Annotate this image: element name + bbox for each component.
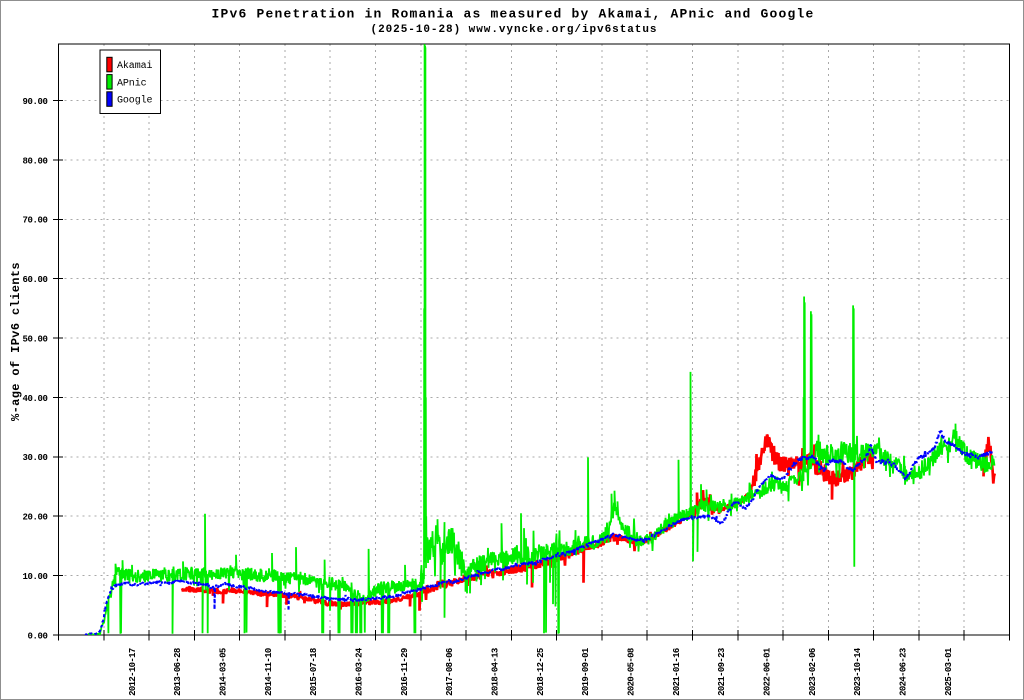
svg-text:2022-06-01: 2022-06-01: [763, 647, 773, 696]
svg-text:2012-10-17: 2012-10-17: [128, 648, 138, 696]
svg-text:2017-08-06: 2017-08-06: [445, 648, 455, 696]
svg-text:2015-07-18: 2015-07-18: [309, 648, 319, 696]
svg-text:2025-03-01: 2025-03-01: [944, 647, 954, 696]
svg-text:90.00: 90.00: [22, 97, 47, 107]
svg-text:30.00: 30.00: [22, 453, 47, 463]
svg-text:Google: Google: [117, 95, 153, 107]
svg-text:2024-06-23: 2024-06-23: [899, 648, 909, 696]
svg-text:0.00: 0.00: [27, 631, 47, 641]
svg-text:20.00: 20.00: [22, 513, 47, 523]
svg-text:2014-03-05: 2014-03-05: [219, 648, 229, 696]
svg-text:%-age of IPv6 clients: %-age of IPv6 clients: [9, 262, 23, 421]
svg-text:2021-01-16: 2021-01-16: [672, 648, 682, 696]
svg-text:IPv6 Penetration in Romania as: IPv6 Penetration in Romania as measured …: [211, 7, 814, 22]
svg-text:2013-06-28: 2013-06-28: [173, 648, 183, 696]
svg-text:2018-12-25: 2018-12-25: [536, 648, 546, 696]
svg-text:2014-11-10: 2014-11-10: [264, 648, 274, 696]
svg-text:2016-03-24: 2016-03-24: [355, 647, 365, 696]
svg-text:Akamai: Akamai: [117, 60, 153, 72]
svg-text:APnic: APnic: [117, 77, 147, 89]
svg-text:2023-10-14: 2023-10-14: [853, 647, 863, 696]
svg-text:70.00: 70.00: [22, 216, 47, 226]
svg-text:2021-09-23: 2021-09-23: [717, 648, 727, 696]
svg-text:2018-04-13: 2018-04-13: [491, 648, 501, 696]
svg-text:40.00: 40.00: [22, 394, 47, 404]
svg-text:2020-05-08: 2020-05-08: [627, 648, 637, 696]
svg-text:60.00: 60.00: [22, 275, 47, 285]
svg-text:2023-02-06: 2023-02-06: [808, 648, 818, 696]
svg-text:2019-09-01: 2019-09-01: [581, 647, 591, 696]
svg-text:2016-11-29: 2016-11-29: [400, 648, 410, 696]
svg-text:10.00: 10.00: [22, 572, 47, 582]
svg-text:(2025-10-28) www.vyncke.org/ip: (2025-10-28) www.vyncke.org/ipv6status: [371, 24, 658, 36]
svg-text:50.00: 50.00: [22, 335, 47, 345]
svg-text:80.00: 80.00: [22, 156, 47, 166]
